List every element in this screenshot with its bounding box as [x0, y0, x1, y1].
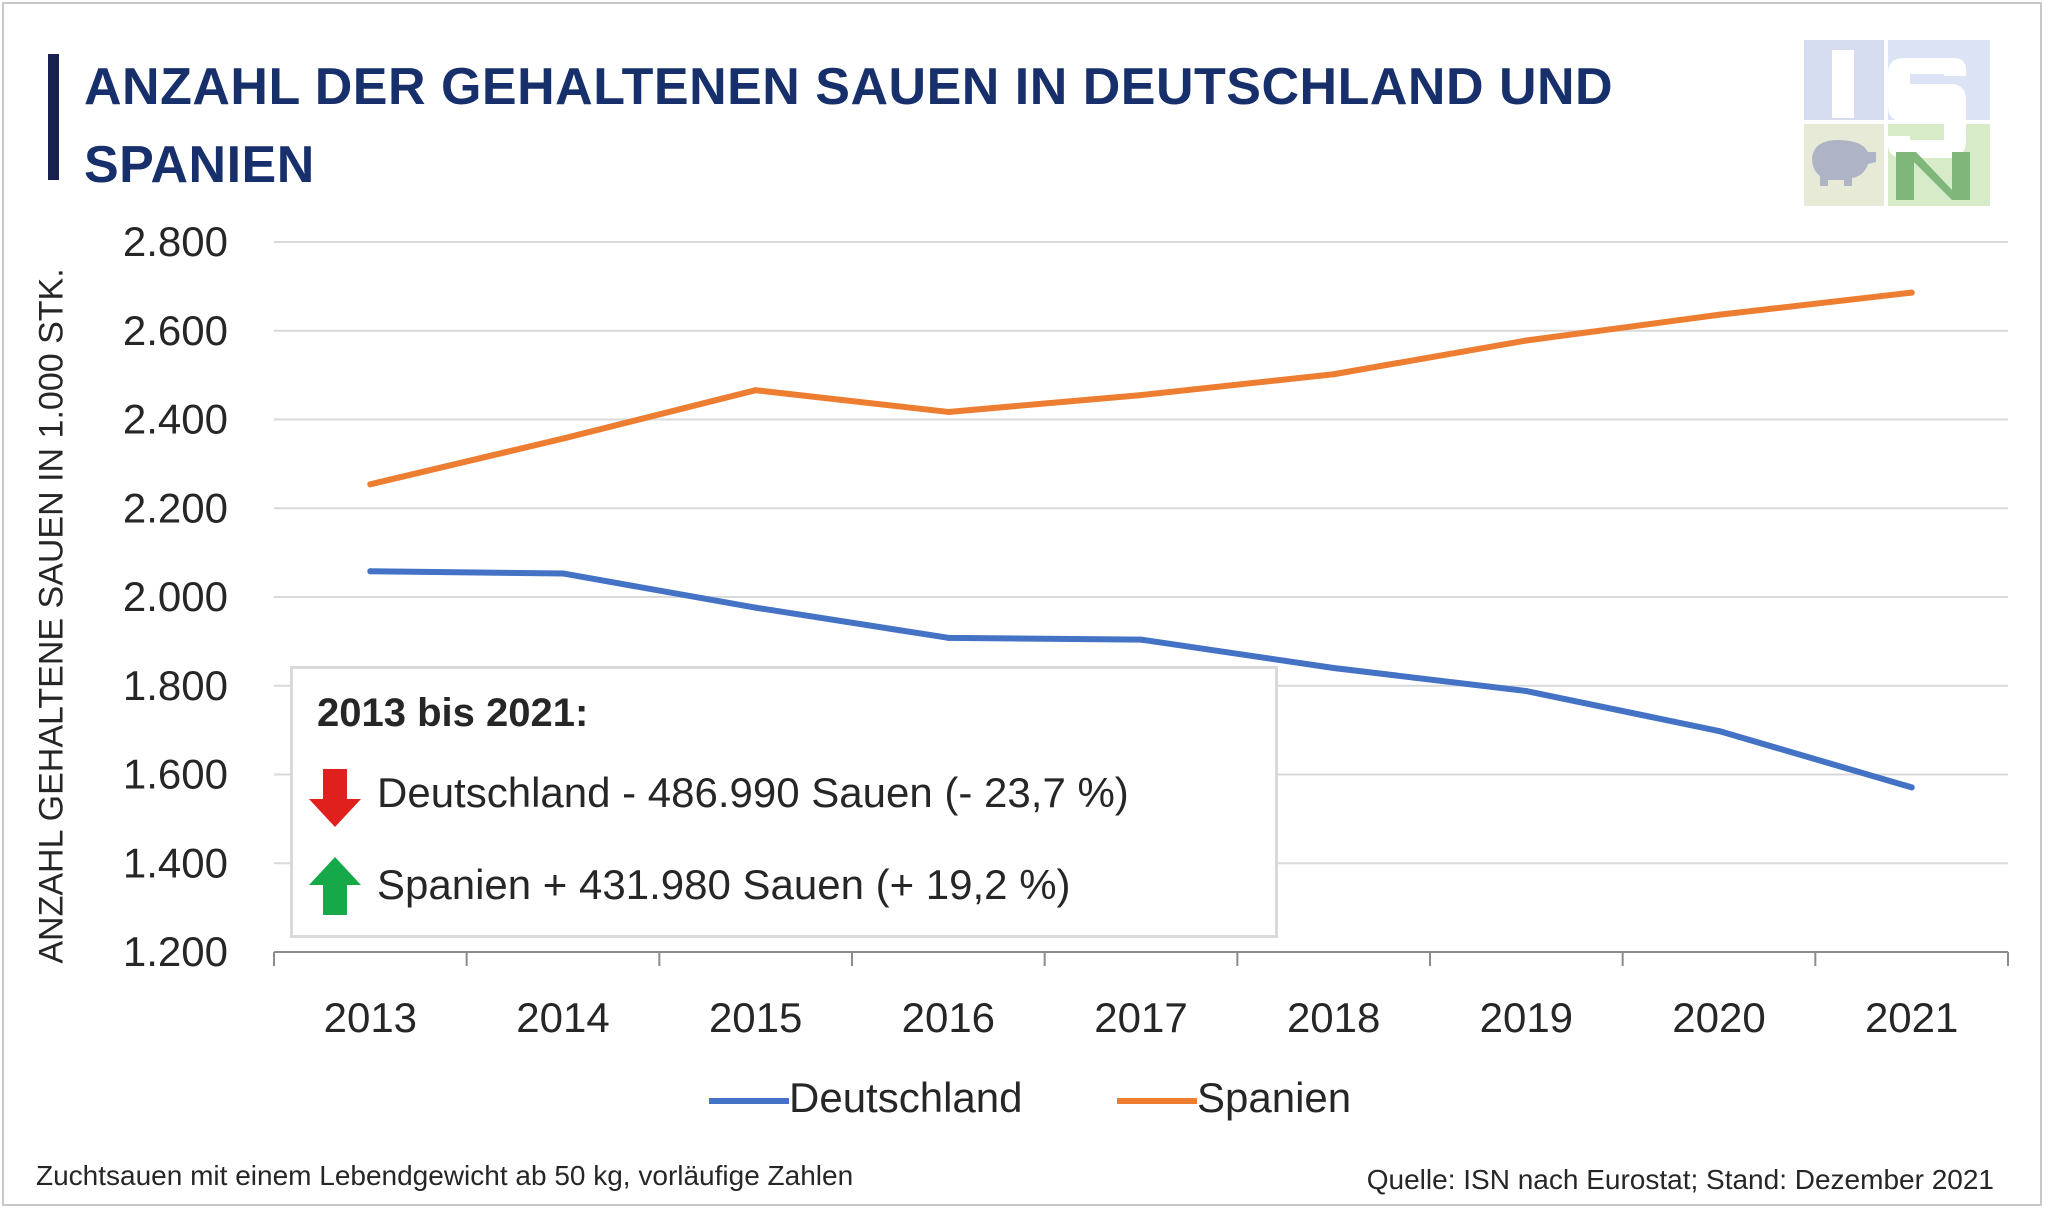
y-axis-ticks: 1.200 1.400 1.600 1.800 2.000 2.200 2.400 2.600… [123, 218, 228, 975]
green-up-arrow-icon [309, 857, 361, 915]
data-point-deutschland [752, 604, 759, 611]
x-tick-label: 2017 [1094, 994, 1187, 1041]
data-point-spanien [752, 387, 759, 394]
footnote: Zuchtsauen mit einem Lebendgewicht ab 50… [36, 1160, 854, 1191]
data-point-spanien [945, 408, 952, 415]
data-point-deutschland [1908, 784, 1915, 791]
data-point-deutschland [1330, 665, 1337, 671]
data-point-spanien [1138, 392, 1144, 399]
y-tick-label: 2.000 [123, 573, 228, 620]
data-point-deutschland [1523, 688, 1530, 695]
logo-letter-s [1888, 58, 1966, 158]
summary-row-spanien: Spanien + 431.980 Sauen (+ 19,2 %) [377, 861, 1071, 908]
x-tick-label: 2021 [1865, 994, 1958, 1041]
legend-swatch-spanien [1117, 1098, 1197, 1104]
summary-box: 2013 bis 2021: Deutschland - 486.990 Sau… [290, 666, 1278, 938]
isn-logo [1804, 40, 1990, 206]
data-point-spanien [1523, 337, 1530, 344]
y-tick-label: 2.600 [123, 307, 228, 354]
data-point-spanien [367, 481, 374, 488]
data-point-spanien [1330, 371, 1337, 378]
x-tick-label: 2015 [709, 994, 802, 1041]
series-lines [367, 289, 1915, 791]
logo-letter-i [1832, 50, 1854, 118]
source-note: Quelle: ISN nach Eurostat; Stand: Dezemb… [1366, 1164, 1994, 1195]
legend-label-deutschland: Deutschland [789, 1074, 1023, 1121]
y-tick-label: 2.400 [123, 396, 228, 443]
summary-heading: 2013 bis 2021: [317, 691, 589, 735]
data-point-spanien [1716, 311, 1722, 318]
legend-label-spanien: Spanien [1197, 1074, 1352, 1121]
summary-row-deutschland: Deutschland - 486.990 Sauen (- 23,7 %) [377, 769, 1129, 816]
series-line-spanien [367, 289, 1915, 488]
line-chart: 1.200 1.400 1.600 1.800 2.000 2.200 2.400 2.600… [123, 218, 2009, 1041]
x-tick-label: 2016 [902, 994, 995, 1041]
data-point-spanien [1908, 289, 1915, 296]
x-axis: 2013 2014 2015 2016 2017 2018 2019 2020 2021 [273, 951, 2009, 1041]
x-tick-label: 2014 [516, 994, 609, 1041]
y-tick-label: 1.600 [123, 751, 228, 798]
data-point-spanien [560, 435, 566, 442]
y-tick-label: 1.400 [123, 839, 228, 886]
chart-title: ANZAHL DER GEHALTENEN SAUEN IN DEUTSCHLA… [84, 58, 1614, 194]
y-tick-label: 2.200 [123, 484, 228, 531]
x-tick-label: 2018 [1287, 994, 1380, 1041]
pig-icon [1812, 140, 1876, 186]
x-tick-label: 2020 [1672, 994, 1765, 1041]
data-point-deutschland [367, 568, 374, 575]
red-down-arrow-icon [309, 769, 361, 827]
data-point-deutschland [1716, 728, 1722, 735]
y-tick-label: 2.800 [123, 218, 228, 265]
x-tick-label: 2013 [324, 994, 417, 1041]
y-tick-label: 1.800 [123, 662, 228, 709]
data-point-deutschland [560, 570, 566, 577]
data-point-deutschland [1138, 636, 1144, 643]
x-tick-label: 2019 [1480, 994, 1573, 1041]
title-accent-bar [48, 54, 59, 180]
legend-swatch-deutschland [709, 1098, 789, 1104]
logo-letter-n [1896, 152, 1970, 200]
data-point-deutschland [945, 634, 952, 641]
y-tick-label: 1.200 [123, 928, 228, 975]
